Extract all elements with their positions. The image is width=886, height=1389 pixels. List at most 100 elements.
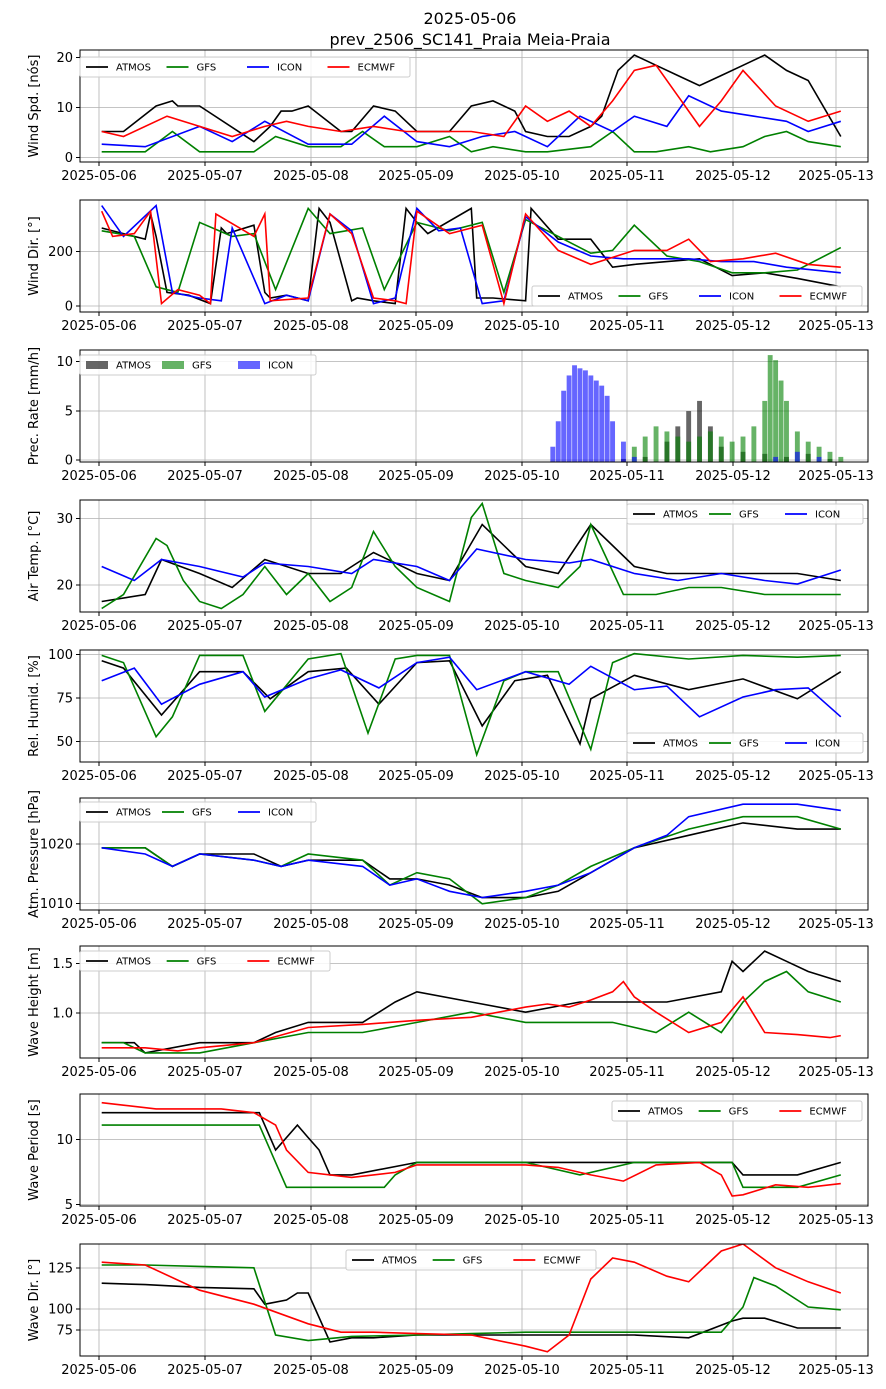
bar-gfs (773, 360, 779, 462)
x-tick-label: 2025-05-09 (378, 619, 454, 634)
line-gfs (101, 1124, 842, 1189)
y-tick-label: 100 (48, 648, 73, 663)
bar-gfs (794, 431, 800, 462)
x-tick-label: 2025-05-07 (167, 469, 243, 484)
bar-icon (621, 441, 626, 462)
x-tick-label: 2025-05-12 (695, 319, 771, 334)
legend-label-gfs: GFS (739, 739, 759, 750)
panel-2: 0 200 2025-05-06 2025-05-07 2025-05-08 2025-0… (27, 199, 874, 334)
line-atmos (101, 523, 841, 603)
bar-atmos (697, 400, 702, 462)
bar-gfs (675, 436, 681, 462)
legend-label-gfs: GFS (197, 63, 217, 74)
line-icon (101, 94, 842, 148)
legend-label-icon: ICON (277, 63, 302, 74)
panel-5: 50 75 100 2025-05-06 2025-05-07 2025-05-08 202… (27, 648, 874, 784)
x-tick-label: 2025-05-07 (167, 169, 243, 184)
legend: ATMOS GFS ICON (626, 503, 864, 525)
x-tick-label: 2025-05-12 (695, 169, 771, 184)
bar-icon (610, 421, 616, 462)
y-axis-label: Wave Height [m] (27, 947, 42, 1057)
bar-icon (561, 390, 567, 462)
x-tick-label: 2025-05-07 (167, 1213, 243, 1228)
y-tick-label: 30 (56, 512, 73, 527)
legend-label-atmos: ATMOS (116, 361, 151, 372)
y-tick-label: 10 (56, 1133, 73, 1148)
bar-gfs (729, 441, 735, 462)
x-tick-label: 2025-05-11 (589, 917, 665, 932)
x-tick-label: 2025-05-08 (273, 1213, 349, 1228)
x-tick-label: 2025-05-09 (378, 469, 454, 484)
axes-frame (79, 349, 869, 463)
legend-label-icon: ICON (268, 808, 293, 819)
bar-gfs (707, 431, 713, 462)
x-tick-label: 2025-05-07 (167, 769, 243, 784)
panel-9: 75 100 125 2025-05-06 2025-05-07 2025-05-08 20… (27, 1243, 874, 1378)
x-tick-label: 2025-05-07 (167, 1065, 243, 1080)
bar-icon (631, 456, 637, 462)
legend-label-ecmwf: ECMWF (810, 292, 848, 303)
legend-label-atmos: ATMOS (648, 1107, 683, 1118)
legend-label-gfs: GFS (739, 510, 759, 521)
axes-frame (79, 797, 869, 911)
x-tick-label: 2025-05-13 (798, 917, 874, 932)
y-tick-label: 125 (48, 1262, 73, 1277)
line-gfs (101, 652, 841, 758)
axes-frame (79, 199, 869, 313)
x-tick-label: 2025-05-13 (798, 169, 874, 184)
bar-gfs (664, 431, 670, 462)
line-gfs (101, 206, 842, 296)
legend-label-icon: ICON (815, 739, 840, 750)
bar-icon (604, 395, 610, 462)
y-tick-label: 200 (48, 245, 73, 260)
legend: ATMOS GFS ECMWF (345, 1249, 597, 1271)
legend-label-atmos: ATMOS (663, 739, 698, 750)
x-tick-label: 2025-05-12 (695, 769, 771, 784)
bar-gfs (631, 446, 637, 462)
x-tick-label: 2025-05-06 (61, 917, 137, 932)
bar-icon (593, 380, 599, 462)
x-tick-label: 2025-05-11 (589, 1213, 665, 1228)
bar-gfs (784, 400, 789, 462)
bar-gfs (697, 436, 702, 462)
y-tick-label: 1.5 (52, 957, 73, 972)
legend-label-gfs: GFS (192, 808, 212, 819)
legend-label-gfs: GFS (463, 1256, 483, 1267)
legend-label-atmos: ATMOS (116, 808, 151, 819)
plot-area (101, 652, 842, 758)
legend-label-icon: ICON (268, 361, 293, 372)
plot-area (101, 54, 842, 153)
legend-label-icon: ICON (815, 510, 840, 521)
x-tick-label: 2025-05-08 (273, 769, 349, 784)
bar-icon (816, 456, 822, 462)
line-icon (101, 656, 842, 718)
plot-area (101, 501, 842, 610)
x-tick-label: 2025-05-11 (589, 319, 665, 334)
line-atmos (101, 206, 841, 305)
bar-gfs (718, 436, 724, 462)
y-tick-label: 75 (56, 692, 73, 707)
x-tick-label: 2025-05-11 (589, 169, 665, 184)
line-icon (101, 204, 841, 305)
panel-6: 1010 1020 2025-05-06 2025-05-07 2025-05-08 20… (27, 790, 874, 932)
line-gfs (101, 970, 842, 1054)
line-atmos (101, 950, 842, 1054)
bar-icon (588, 375, 594, 462)
x-tick-label: 2025-05-09 (378, 169, 454, 184)
legend-label-ecmwf: ECMWF (809, 1107, 847, 1118)
x-tick-label: 2025-05-09 (378, 1213, 454, 1228)
bar-icon (599, 385, 605, 462)
x-tick-label: 2025-05-12 (695, 917, 771, 932)
bar-icon (577, 368, 583, 462)
x-tick-label: 2025-05-11 (589, 1065, 665, 1080)
line-ecmwf (101, 980, 841, 1052)
x-tick-label: 2025-05-13 (798, 769, 874, 784)
y-axis-label: Wave Dir. [°] (27, 1259, 42, 1342)
legend-label-atmos: ATMOS (116, 63, 151, 74)
x-tick-label: 2025-05-06 (61, 169, 137, 184)
x-tick-label: 2025-05-09 (378, 319, 454, 334)
x-tick-label: 2025-05-10 (484, 169, 560, 184)
axes-frame (79, 499, 869, 613)
y-tick-label: 0 (65, 300, 73, 315)
